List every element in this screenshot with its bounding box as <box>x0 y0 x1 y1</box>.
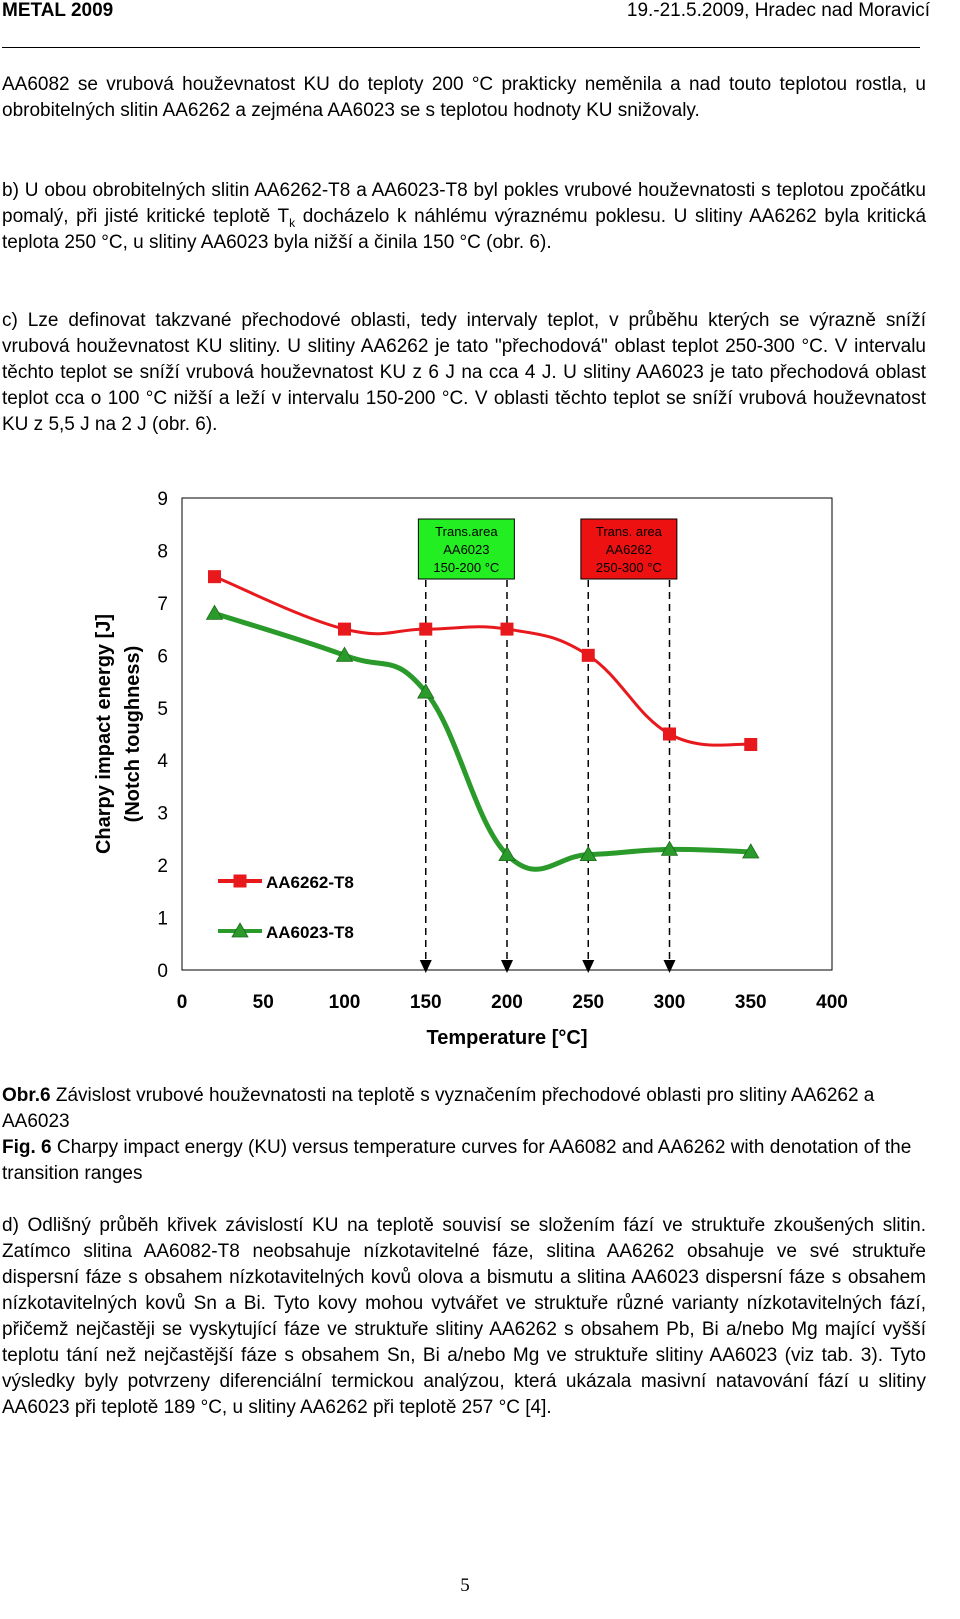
transition-arrow <box>663 960 676 973</box>
transition-arrow <box>582 960 595 973</box>
chart-legend: AA6262-T8 AA6023-T8 <box>218 873 354 942</box>
data-point <box>419 622 433 636</box>
data-point <box>417 683 435 699</box>
x-tick-label: 100 <box>329 992 361 1013</box>
y-tick-label: 8 <box>157 541 168 562</box>
page-number: 5 <box>460 1575 470 1596</box>
data-point <box>744 737 758 751</box>
chart-axes: 0 1 2 3 4 5 6 7 8 9 0 50 100 150 200 250 300 350 400 <box>157 489 847 1013</box>
paragraph-b-part2: docházelo k náhlému výraznému poklesu. U… <box>2 206 927 253</box>
x-tick-label: 150 <box>410 992 442 1013</box>
paragraph-b-part1: b) U obou obrobitelných slitin AA6262-T8… <box>2 180 926 227</box>
data-point <box>579 845 597 862</box>
transition-box <box>580 518 678 580</box>
x-tick-label: 250 <box>572 992 604 1013</box>
x-axis-label: Temperature [°C] <box>427 1027 588 1049</box>
data-point <box>335 646 354 662</box>
x-tick-label: 50 <box>253 992 274 1013</box>
y-tick-label: 1 <box>157 909 168 930</box>
x-tick-label: 200 <box>491 992 523 1013</box>
x-tick-label: 350 <box>735 992 767 1013</box>
transition-arrow <box>419 960 432 973</box>
series-AA6023-T8 <box>205 604 760 872</box>
legend-marker <box>231 922 249 938</box>
y-axis-label: Charpy impact energy [J] <box>93 614 115 854</box>
data-point <box>500 622 514 636</box>
series-line <box>213 575 751 747</box>
page-header: METAL 2009 19.-21.5.2009, Hradec nad Mor… <box>0 0 930 22</box>
y-tick-label: 2 <box>157 856 168 877</box>
data-point <box>742 843 760 859</box>
caption-cz-text: Závislost vrubové houževnatosti na teplo… <box>2 1085 875 1132</box>
series-AA6262-T8 <box>208 570 758 751</box>
legend-label: AA6023-T8 <box>266 923 354 942</box>
transition-annotations: Trans.area AA6023 150-200 °C Trans. area AA6… <box>417 518 678 580</box>
transition-box-text: 150-200 °C <box>433 560 499 575</box>
chart-series <box>205 570 760 872</box>
figure-caption-english: Fig. 6 Charpy impact energy (KU) versus … <box>2 1135 926 1187</box>
conference-date-place: 19.-21.5.2009, Hradec nad Moravicí <box>626 0 930 21</box>
legend-marker <box>233 874 247 888</box>
paragraph-b-subscript: k <box>289 215 296 230</box>
transition-box-text: Trans.area <box>435 524 498 539</box>
paragraph-d: d) Odlišný průběh křivek závislostí KU n… <box>2 1215 926 1418</box>
data-point <box>663 727 676 741</box>
transition-box-text: 250-300 °C <box>596 560 662 575</box>
figure-caption-czech: Obr.6 Závislost vrubové houževnatosti na… <box>2 1083 926 1135</box>
impact-energy-chart: 0 1 2 3 4 5 6 7 8 9 0 50 100 150 200 250 300 350 400 Trans… <box>93 489 848 1049</box>
x-tick-label: 400 <box>816 992 848 1013</box>
series-line <box>213 610 751 872</box>
transition-box-text: AA6023 <box>443 542 489 557</box>
y-axis-sublabel: (Notch toughness) <box>122 646 144 823</box>
caption-cz-label: Obr.6 <box>2 1085 51 1106</box>
data-point <box>205 604 224 620</box>
chart-labels: Temperature [°C] Charpy impact energy [J]… <box>93 614 588 1049</box>
transition-guide-lines <box>419 580 676 973</box>
y-tick-label: 7 <box>157 594 168 615</box>
transition-arrow <box>501 960 513 973</box>
y-tick-label: 9 <box>157 489 168 510</box>
transition-box-text: Trans. area <box>596 524 663 539</box>
caption-en-label: Fig. 6 <box>2 1137 52 1158</box>
data-point <box>338 622 351 636</box>
data-point <box>208 570 221 584</box>
transition-box-text: AA6262 <box>606 542 652 557</box>
x-tick-label: 300 <box>654 992 686 1013</box>
y-tick-label: 4 <box>157 751 168 772</box>
header-rule <box>2 47 920 48</box>
paragraph-a: AA6082 se vrubová houževnatost KU do tep… <box>2 74 926 121</box>
paragraph-b: b) U obou obrobitelných slitin AA6262-T8… <box>2 178 926 256</box>
transition-box <box>417 518 515 580</box>
y-tick-label: 0 <box>157 961 168 982</box>
y-tick-label: 5 <box>157 699 168 720</box>
data-point <box>581 648 595 662</box>
paragraph-c: c) Lze definovat takzvané přechodové obl… <box>2 310 926 435</box>
y-tick-label: 3 <box>157 804 168 825</box>
y-tick-label: 6 <box>157 646 168 667</box>
data-point <box>660 840 679 856</box>
x-tick-label: 0 <box>177 992 188 1013</box>
conference-name: METAL 2009 <box>2 0 114 21</box>
legend-label: AA6262-T8 <box>266 873 354 892</box>
data-point <box>498 845 516 862</box>
caption-en-text: Charpy impact energy (KU) versus tempera… <box>2 1137 912 1184</box>
